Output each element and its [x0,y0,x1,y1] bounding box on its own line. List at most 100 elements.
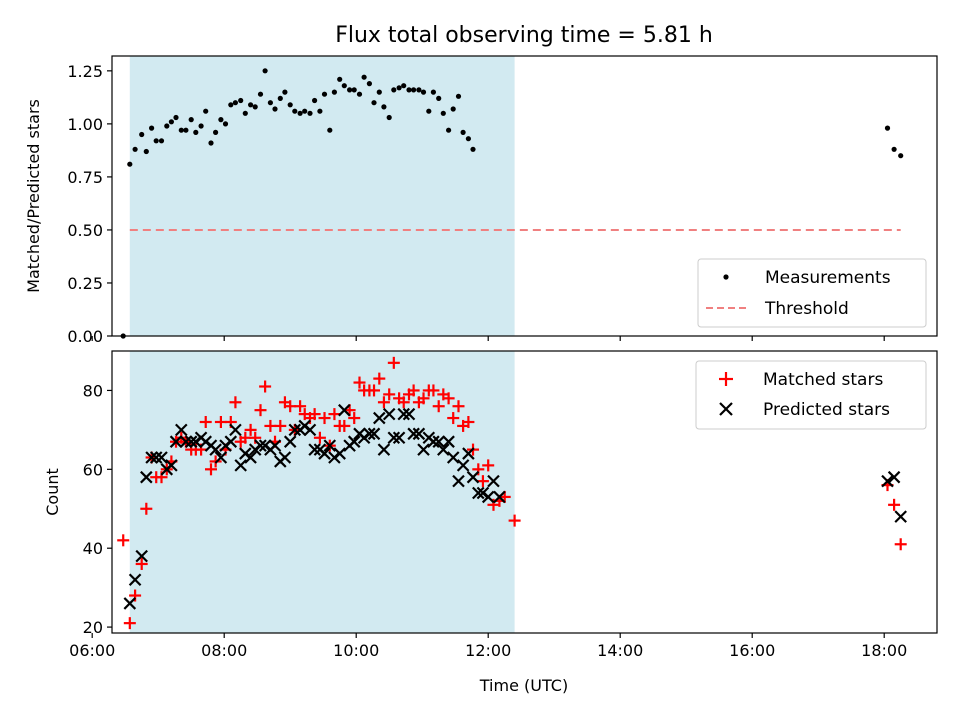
predicted-star-point [175,423,188,437]
measurement-point [267,100,273,106]
observing-window-fill [129,351,515,633]
bottom-legend: Matched stars Predicted stars [695,360,927,430]
matched-star-point [140,502,153,515]
predicted-star-point [446,451,460,464]
predicted-star-point [224,435,238,448]
top-panel-frame [111,55,938,337]
predicted-star-point [268,439,282,452]
measurement-point [297,110,303,116]
measurement-point [465,136,471,142]
predicted-star-point [367,427,381,441]
legend-matched-marker [719,372,733,386]
matched-star-point [313,431,326,444]
measurement-point [183,127,189,133]
bottom-panel-marks [117,356,907,630]
measurement-point [272,106,278,112]
measurement-point [302,108,308,114]
legend-predicted-marker [719,402,733,416]
predicted-star-point [169,435,183,448]
top-legend: Measurements Threshold [697,258,927,328]
predicted-star-point [149,451,163,464]
measurement-point [198,123,204,129]
measurement-point [411,87,417,93]
predicted-star-point [184,435,198,448]
top-y-axis-ticks: 0.00 0.25 0.50 0.75 1.00 1.25 [67,62,112,346]
observing-window-fill [129,56,515,336]
measurement-point [252,104,258,110]
measurement-point [381,104,387,110]
predicted-star-point [894,510,907,523]
measurement-point [386,114,392,121]
measurement-point [450,106,456,112]
measurement-point [153,138,159,144]
predicted-star-point [323,439,337,452]
measurement-point [203,108,209,114]
measurement-point [898,153,904,159]
measurement-point [307,110,313,116]
measurement-point [132,146,138,152]
bottom-y-axis-label: Count [43,468,62,516]
matched-star-point [407,384,420,397]
measurement-point [292,108,298,114]
predicted-star-point [462,447,475,460]
predicted-star-point [278,451,292,464]
top-panel: 0.00 0.25 0.50 0.75 1.00 1.25 Matched/Predict… [24,55,938,346]
matched-star-point [308,408,321,421]
measurement-point [436,95,442,101]
measurement-point [218,117,224,123]
predicted-star-point [308,443,321,456]
measurement-point [168,119,174,125]
predicted-star-point [254,439,267,452]
measurement-point [356,91,363,97]
predicted-star-point [417,443,430,456]
measurement-point [440,110,446,116]
predicted-star-point [123,597,137,610]
measurement-point [361,74,367,80]
predicted-star-point [456,459,470,472]
measurement-point [317,108,323,114]
bottom-panel-frame [111,350,938,634]
measurement-point [347,87,353,93]
predicted-star-point [128,573,142,587]
predicted-star-point [209,443,222,456]
matched-star-point [452,400,465,413]
predicted-star-point [881,474,894,488]
measurement-point [891,146,897,152]
measurement-point [366,81,372,87]
x-tick-label: 14:00 [597,641,643,660]
y-tick-label: 0.25 [67,274,103,293]
predicted-star-point [481,490,495,504]
y-tick-label: 0.75 [67,168,103,187]
measurement-point [470,146,476,152]
measurement-point [430,89,436,95]
bottom-legend-box [695,360,927,430]
predicted-star-point [288,423,302,437]
measurement-point [446,127,452,133]
predicted-star-point [392,431,406,445]
predicted-star-point [493,490,506,504]
measurement-point [158,138,165,144]
predicted-star-point [373,411,386,425]
measurement-point [228,102,234,108]
predicted-star-point [377,443,391,456]
predicted-star-point [432,435,445,448]
measurement-point [371,100,377,106]
bottom-y-axis-ticks: 20 40 60 80 [83,381,112,637]
legend-threshold-label: Threshold [764,299,849,319]
top-y-axis-label: Matched/Predicted stars [24,99,43,293]
matched-star-point [373,372,386,385]
predicted-star-point [338,403,351,417]
predicted-star-point [179,435,193,448]
predicted-star-point [135,549,148,563]
x-axis-label: Time (UTC) [479,676,568,695]
measurement-point [173,114,179,121]
x-tick-label: 12:00 [465,641,511,660]
x-tick-label: 16:00 [729,641,775,660]
predicted-star-point [466,470,480,484]
matched-star-point [888,498,901,511]
measurement-point [188,117,194,123]
predicted-star-point [407,427,420,441]
observing-window-band [129,56,515,336]
predicted-star-point [402,407,416,421]
measurement-point [127,161,133,167]
